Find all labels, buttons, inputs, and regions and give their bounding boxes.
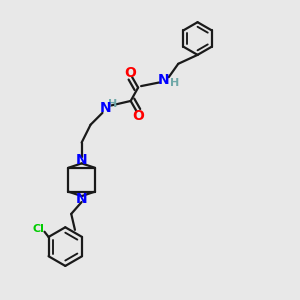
Text: O: O — [132, 109, 144, 123]
Text: Cl: Cl — [33, 224, 44, 234]
Text: H: H — [108, 99, 118, 109]
Text: N: N — [158, 73, 169, 87]
Text: N: N — [76, 153, 88, 167]
Text: N: N — [76, 192, 88, 206]
Text: N: N — [100, 101, 111, 116]
Text: O: O — [125, 66, 136, 80]
Text: H: H — [170, 78, 179, 88]
